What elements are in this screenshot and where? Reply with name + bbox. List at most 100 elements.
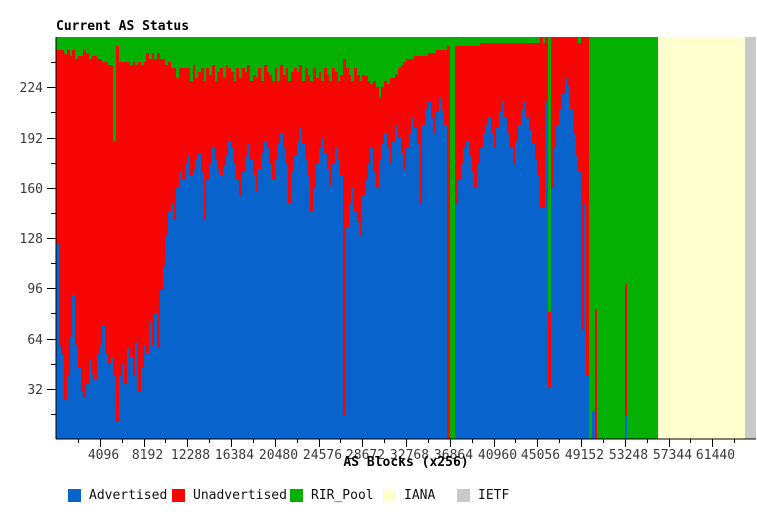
bar-advertised [299,128,302,439]
bar-unadvertised [562,37,565,94]
bar-rir-pool [420,37,422,56]
bar-unadvertised [67,50,70,376]
bar-advertised [483,133,485,439]
bar-unadvertised [64,54,67,400]
bar-unadvertised [335,72,338,147]
bar-rir-pool [313,37,316,68]
bar-unadvertised [543,43,545,208]
bar-advertised [228,141,231,439]
bar-rir-pool [417,37,420,56]
bar-rir-pool [494,37,496,43]
bar-unadvertised [461,46,463,164]
bar-rir-pool [351,37,354,81]
bar-unadvertised [324,68,327,153]
bar-unadvertised [458,46,461,180]
bar-iana [720,37,723,439]
bar-unadvertised [515,43,518,141]
legend: Advertised Unadvertised RIR_Pool IANA IE… [0,488,757,508]
bar-rir-pool [75,37,78,59]
bar-rir-pool [321,37,324,81]
bar-rir-pool [86,37,89,53]
bar-iana [737,37,740,439]
bar-iana [718,37,720,439]
bar-unadvertised [133,62,135,376]
bar-advertised [239,196,242,439]
bar-rir-pool [543,37,545,43]
bar-rir-pool [277,37,280,81]
bar-advertised [463,148,466,439]
bar-unadvertised [625,284,627,415]
bar-advertised [111,357,113,439]
bar-rir-pool [349,37,351,75]
bar-unadvertised [231,72,234,148]
bar-rir-pool [442,37,444,50]
bar-rir-pool [272,37,275,81]
bar-rir-pool [206,37,209,68]
bar-unadvertised [165,65,168,235]
bar-rir-pool [220,37,223,68]
bar-unadvertised [545,37,548,101]
bar-advertised [351,188,354,439]
bar-rir-pool [392,37,395,78]
bar-rir-pool [518,37,521,43]
bar-advertised [387,148,390,439]
bar-advertised [122,364,124,439]
y-tick-label: 32 [27,383,43,398]
bar-advertised [138,392,141,439]
bar-advertised [551,188,554,439]
bar-advertised [357,222,360,439]
bar-advertised [491,133,494,439]
bar-unadvertised [447,46,450,439]
bar-unadvertised [258,68,261,169]
bar-advertised [532,144,535,439]
bar-rir-pool [537,37,540,43]
bar-rir-pool [452,37,455,439]
bar-unadvertised [97,59,100,353]
bar-advertised [398,138,401,439]
bar-rir-pool [316,37,319,78]
bar-unadvertised [504,43,507,117]
bar-rir-pool [247,37,250,65]
x-axis-title: AS Blocks (x256) [343,455,469,470]
bar-unadvertised [220,68,223,175]
bar-unadvertised [193,65,195,169]
bar-advertised [570,109,573,439]
bar-rir-pool [83,37,86,50]
bar-rir-pool [67,37,70,50]
bar-unadvertised [414,56,417,128]
bar-advertised [283,148,286,439]
bar-unadvertised [409,59,411,133]
bar-unadvertised [444,50,447,125]
bar-unadvertised [157,53,160,348]
x-tick-label: 36864 [434,448,473,463]
bar-unadvertised [351,81,354,188]
x-tick-label: 32768 [390,448,429,463]
bar-advertised [518,125,521,439]
bar-advertised [526,117,529,439]
bar-rir-pool [411,37,414,59]
bar-unadvertised [297,72,299,141]
bar-rir-pool [152,37,154,53]
bar-unadvertised [540,37,543,208]
bar-unadvertised [283,75,286,148]
bar-advertised [144,345,146,439]
bar-advertised [272,180,275,439]
bar-advertised [420,203,422,439]
bar-rir-pool [190,37,193,81]
bar-advertised [294,156,297,439]
bar-advertised [187,156,190,439]
bar-rir-pool [477,37,480,46]
bar-iana [704,37,707,439]
bar-rir-pool [381,37,384,87]
bar-advertised [548,387,551,439]
bar-unadvertised [212,65,215,148]
bar-rir-pool [513,37,515,43]
bar-advertised [373,172,376,439]
bar-rir-pool [606,37,608,439]
bar-rir-pool [130,37,133,65]
bar-unadvertised [89,59,92,360]
bar-advertised [195,159,198,439]
bar-unadvertised [286,68,288,164]
bar-rir-pool [302,37,305,81]
bar-advertised [253,175,256,439]
